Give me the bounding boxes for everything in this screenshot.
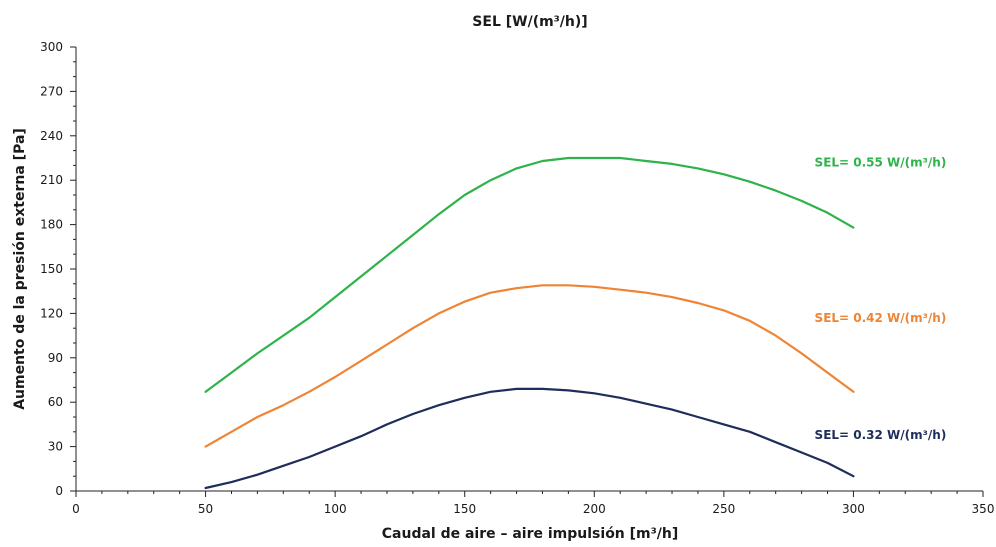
y-tick-label: 150	[40, 262, 63, 276]
series-line-2	[204, 284, 855, 448]
series-label-1: SEL= 0.55 W/(m³/h)	[815, 155, 947, 169]
series-labels: SEL= 0.55 W/(m³/h) SEL= 0.42 W/(m³/h) SEL=…	[815, 155, 947, 441]
x-tick-label: 200	[583, 502, 606, 516]
y-tick-label: 210	[40, 173, 63, 187]
series-label-3: SEL= 0.32 W/(m³/h)	[815, 428, 947, 442]
x-tick-label: 350	[972, 502, 995, 516]
x-tick-label: 300	[842, 502, 865, 516]
y-tick-label: 240	[40, 129, 63, 143]
y-tick-label: 0	[55, 484, 63, 498]
series-line-3	[204, 387, 855, 490]
series-label-2: SEL= 0.42 W/(m³/h)	[815, 311, 947, 325]
y-tick-label: 180	[40, 218, 63, 232]
y-tick-label: 30	[48, 440, 63, 454]
y-tick-label: 120	[40, 306, 63, 320]
x-tick-label: 100	[324, 502, 347, 516]
y-tick-label: 60	[48, 395, 63, 409]
chart-title: SEL [W/(m³/h)]	[472, 14, 587, 30]
y-tick-label: 90	[48, 351, 63, 365]
axes	[75, 47, 983, 492]
x-tick-label: 50	[198, 502, 213, 516]
x-tick-label: 250	[712, 502, 735, 516]
series-line-1	[204, 156, 855, 393]
x-tick-label: 150	[453, 502, 476, 516]
ticks: 0 50 100 150 200 250 300 350 0 30 60 90 120 150 180 210…	[40, 40, 994, 516]
y-axis-label: Aumento de la presión externa [Pa]	[12, 128, 28, 410]
x-tick-label: 0	[72, 502, 80, 516]
x-axis-label: Caudal de aire – aire impulsión [m³/h]	[382, 526, 679, 542]
series-lines	[204, 156, 855, 490]
y-tick-label: 270	[40, 84, 63, 98]
y-tick-label: 300	[40, 40, 63, 54]
